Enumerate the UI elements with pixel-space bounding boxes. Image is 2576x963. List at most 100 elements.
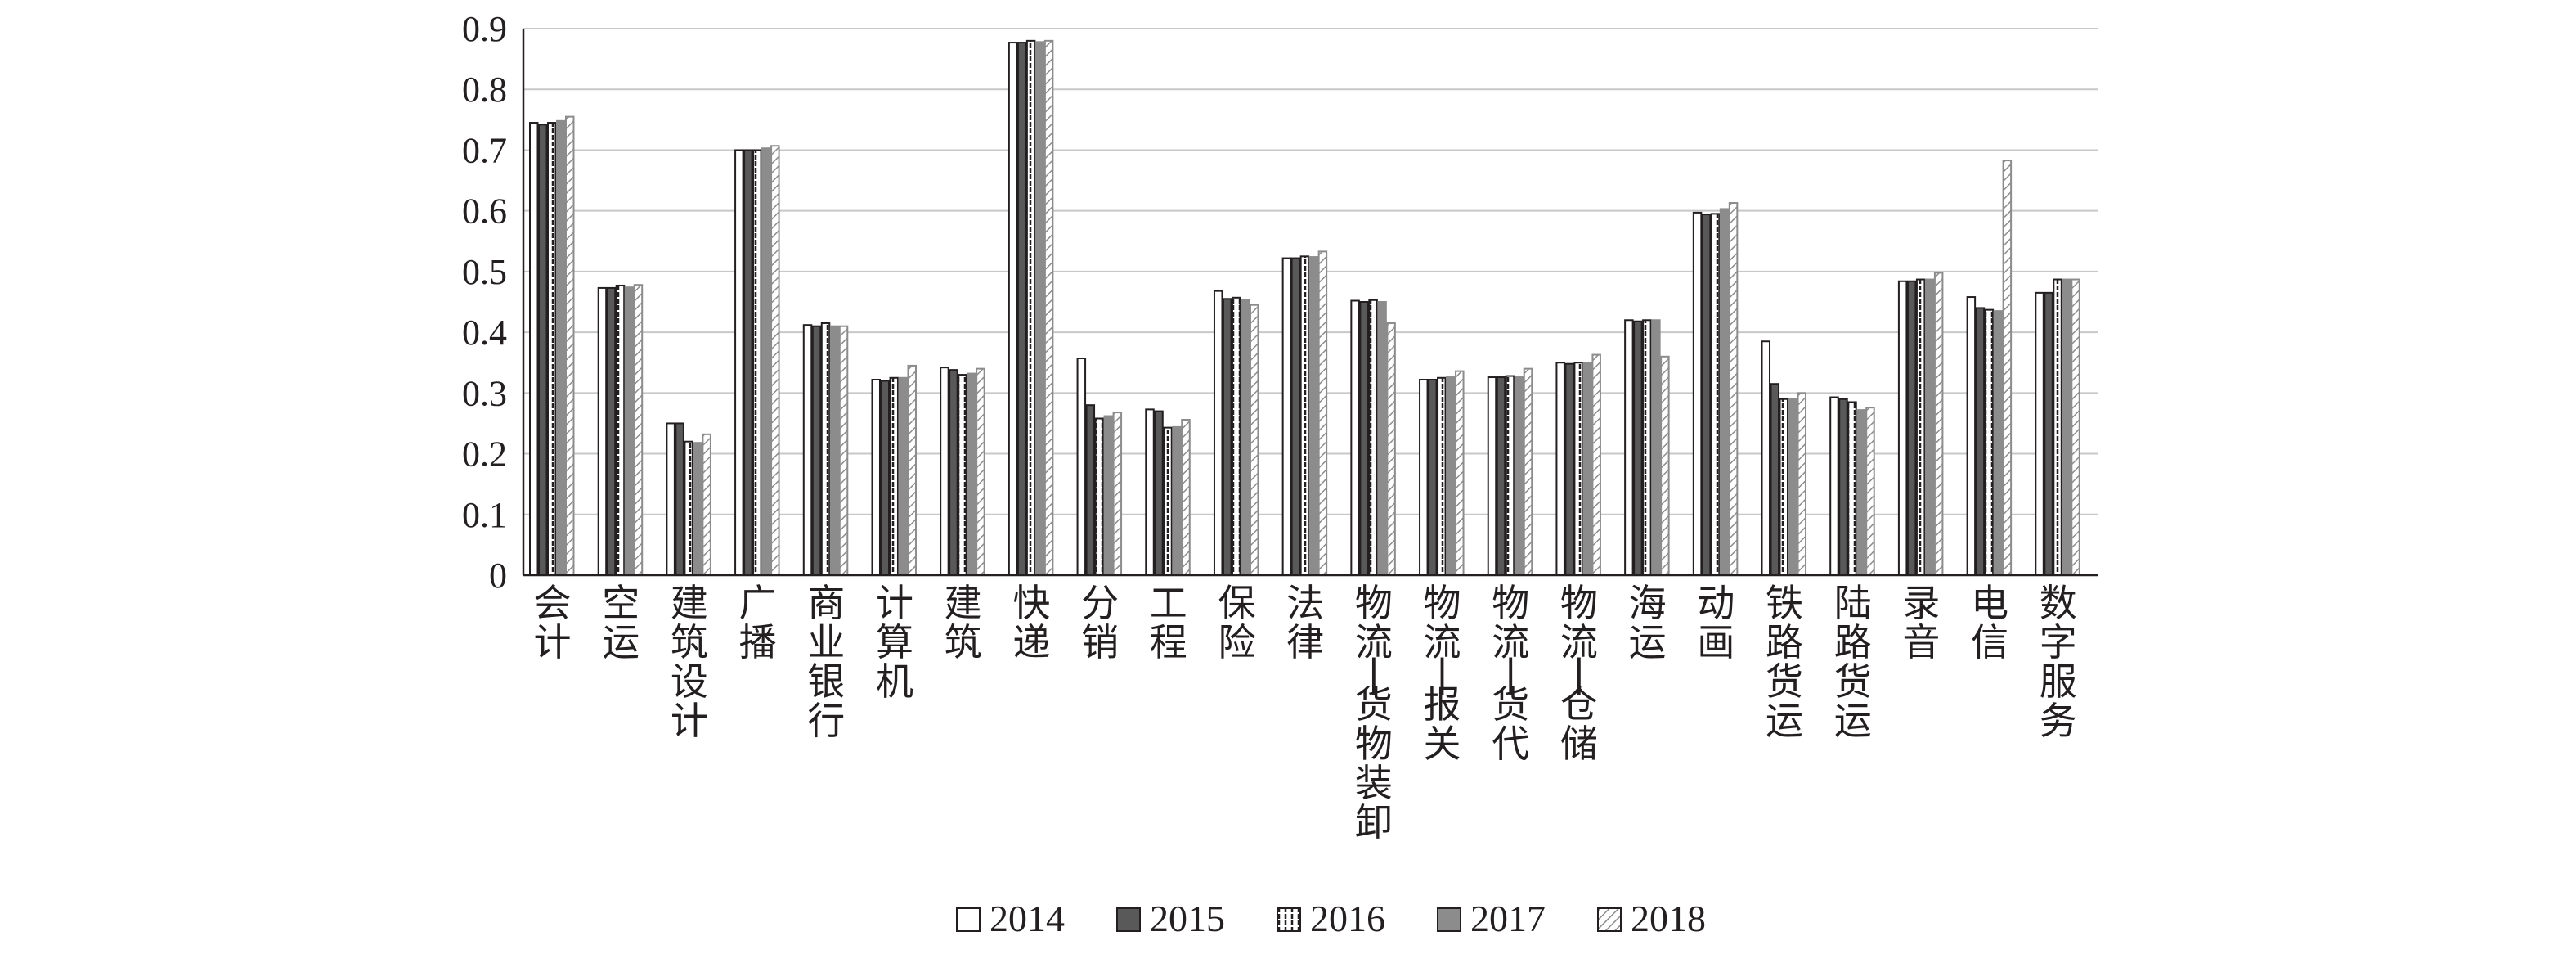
bar-2014 [1966, 296, 1977, 576]
bar-2016 [1779, 398, 1789, 576]
bar-2017 [1719, 208, 1730, 576]
bar-2017 [761, 147, 771, 576]
bar-2018 [1043, 39, 1054, 577]
category-label: 海运 [1629, 581, 1667, 664]
bar-2014 [1419, 379, 1429, 577]
y-tick-label: 0.4 [462, 313, 507, 353]
bar-2014 [871, 379, 881, 577]
bar-2016 [1915, 278, 1926, 576]
bar-2014 [1213, 290, 1223, 576]
legend-swatch-2017 [1437, 907, 1461, 932]
bar-2017 [1924, 278, 1935, 576]
category-labels: 会计空运建筑设计广播商业银行计算机建筑快递分销工程保险法律物流|货物装卸物流|报… [534, 581, 2077, 844]
bar-2017 [1308, 256, 1319, 576]
category-label: 分销 [1081, 581, 1119, 664]
legend: 2014 2015 2016 2017 2018 [956, 898, 1706, 939]
bar-2017 [898, 376, 908, 576]
bar-2017 [693, 442, 702, 576]
bar-2014 [734, 149, 744, 576]
bar-2015 [1770, 383, 1780, 577]
bar-2018 [1933, 272, 1944, 576]
bar-2014 [1145, 408, 1155, 576]
bar-2014 [1624, 319, 1634, 576]
y-tick-label: 0.9 [462, 9, 507, 49]
bar-2016 [1094, 417, 1105, 576]
category-label: 陆路货运 [1834, 581, 1872, 743]
bar-2018 [1249, 304, 1259, 576]
bar-2016 [1368, 299, 1378, 576]
bar-2014 [940, 367, 949, 576]
bar-2015 [1085, 404, 1096, 576]
bar-2018 [1455, 370, 1465, 577]
bar-2017 [1377, 301, 1387, 576]
bar-2017 [1103, 415, 1114, 576]
category-label: 保险 [1218, 581, 1255, 664]
bar-2015 [1975, 307, 1986, 576]
bar-2015 [1496, 376, 1506, 576]
y-tick-label: 0.7 [462, 130, 507, 170]
bar-2014 [1897, 280, 1908, 576]
bar-2018 [1317, 250, 1328, 576]
category-label: 法律 [1286, 581, 1324, 664]
bar-2014 [2035, 291, 2044, 576]
bar-2016 [1710, 213, 1721, 576]
bar-2017 [1582, 362, 1592, 576]
bar-2018 [2071, 278, 2080, 576]
bar-2018 [565, 115, 575, 577]
bar-2014 [802, 324, 813, 576]
category-label: 电信 [1971, 581, 2008, 664]
category-label: 建筑 [945, 581, 982, 664]
bar-2016 [820, 322, 831, 576]
bar-2018 [1386, 322, 1396, 576]
bar-2015 [675, 422, 684, 577]
bar-2018 [1591, 353, 1601, 576]
bar-2018 [907, 364, 917, 576]
bar-2017 [1993, 310, 2004, 576]
bar-2017 [1514, 376, 1524, 576]
legend-swatch-2016 [1277, 907, 1301, 932]
bar-2015 [1633, 320, 1643, 576]
bar-2015 [538, 124, 548, 576]
category-label: 工程 [1150, 581, 1187, 664]
bar-2015 [811, 325, 822, 576]
bar-2016 [1847, 401, 1857, 577]
bar-2014 [1076, 358, 1087, 576]
category-label: 物流|货物装卸 [1355, 581, 1393, 844]
bar-2018 [2002, 160, 2013, 576]
legend-label-2016: 2016 [1310, 898, 1385, 939]
bar-2015 [743, 149, 753, 576]
category-label: 会计 [534, 581, 572, 664]
bar-2015 [1838, 398, 1848, 576]
bar-2014 [597, 286, 608, 576]
bar-2018 [1865, 407, 1875, 576]
bar-2017 [2062, 278, 2071, 576]
legend-label-2018: 2018 [1631, 898, 1706, 939]
bar-2018 [1660, 355, 1670, 576]
bar-2015 [1564, 362, 1574, 576]
bar-2017 [967, 372, 976, 576]
bar-2015 [606, 286, 617, 576]
bar-2014 [1350, 299, 1360, 576]
bar-2016 [1437, 376, 1447, 576]
y-tick-label: 0.6 [462, 191, 507, 232]
category-label: 空运 [602, 581, 640, 664]
bar-2017 [1856, 409, 1866, 577]
bar-2018 [838, 325, 849, 576]
bar-2016 [752, 149, 762, 576]
bar-2016 [1163, 426, 1173, 577]
bar-2016 [889, 376, 899, 576]
category-label: 数字服务 [2040, 581, 2077, 743]
bar-2016 [684, 440, 693, 577]
bar-2014 [1281, 257, 1292, 576]
category-label: 广播 [739, 581, 777, 664]
bar-2016 [2053, 278, 2062, 576]
legend-label-2014: 2014 [990, 898, 1065, 939]
legend-label-2015: 2015 [1150, 898, 1225, 939]
bar-2016 [1025, 39, 1036, 577]
category-label: 物流|仓储 [1560, 581, 1598, 766]
y-tick-label: 0 [489, 556, 507, 596]
bar-2018 [1181, 418, 1191, 576]
bar-2014 [1008, 42, 1018, 577]
y-tick-labels: 0 0.1 0.2 0.3 0.4 0.5 0.6 0.7 0.8 0.9 [462, 9, 507, 596]
